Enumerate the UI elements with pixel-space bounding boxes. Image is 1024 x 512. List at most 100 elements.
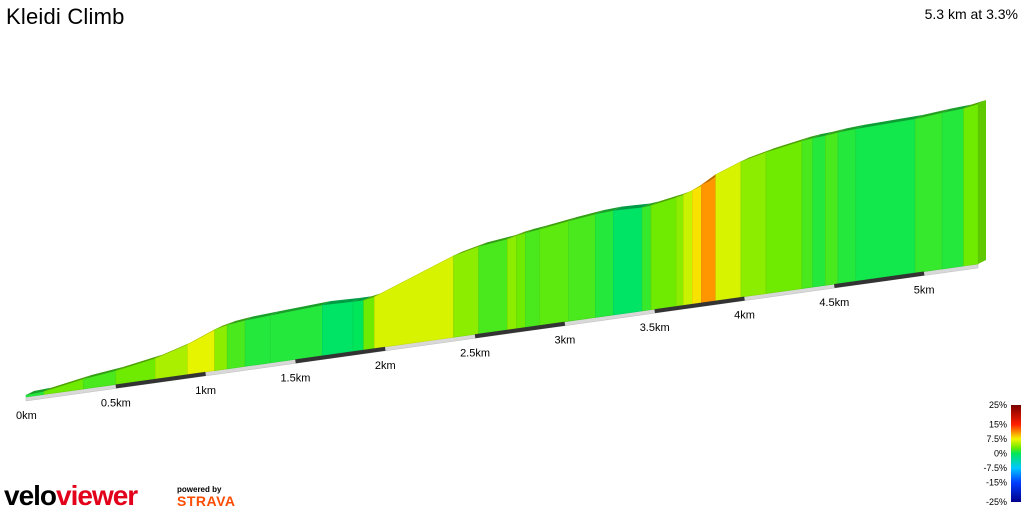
climb-summary: 5.3 km at 3.3%: [924, 6, 1018, 22]
x-tick-label: 1.5km: [280, 372, 310, 384]
x-tick-label: 1km: [195, 385, 216, 397]
segment-ridge: [155, 340, 196, 359]
gradient-scale-label: 0%: [994, 449, 1007, 459]
axis-km-strip: [295, 346, 386, 364]
gradient-segment: [825, 132, 839, 286]
gradient-scale-label: -7.5%: [983, 463, 1007, 473]
gradient-segment: [740, 151, 767, 298]
segment-ridge: [651, 193, 685, 206]
gradient-segment: [352, 299, 364, 352]
gradient-segment: [613, 207, 643, 316]
gradient-segment: [322, 301, 354, 356]
x-tick-label: 0km: [16, 410, 37, 422]
distance-axis: 0km 0.5km 1km 1.5km 2km 2.5km 3km 3.5km 4km 4.5km…: [16, 271, 935, 422]
axis-km-strip: [474, 321, 566, 339]
x-tick-label: 4km: [734, 310, 755, 322]
segment-ridge: [478, 235, 516, 247]
gradient-segment: [641, 205, 652, 312]
segment-ridge: [825, 128, 846, 136]
segment-ridge: [363, 292, 383, 301]
segment-ridge: [322, 297, 361, 306]
powered-by-label: powered by: [177, 485, 222, 494]
segment-ridge: [227, 316, 254, 325]
segment-ridge: [855, 114, 924, 129]
gradient-scale-label: -15%: [986, 478, 1007, 488]
segment-ridge: [568, 210, 604, 222]
segment-ridge: [837, 124, 864, 133]
gradient-segment: [701, 174, 717, 303]
segment-ridge: [740, 148, 775, 162]
gradient-scale-label: 15%: [989, 419, 1007, 429]
logo-viewer: viewer: [56, 480, 138, 511]
x-tick-label: 0.5km: [101, 397, 131, 409]
gradient-segment: [963, 103, 979, 267]
gradient-segment: [568, 213, 596, 322]
gradient-segment: [941, 108, 964, 270]
gradient-segment: [683, 189, 693, 306]
gradient-segment: [812, 135, 826, 288]
segment-ridge: [83, 366, 124, 380]
x-tick-label: 3km: [554, 335, 575, 347]
segment-ridge: [525, 225, 548, 233]
segment-ridge: [613, 203, 651, 211]
chart-title: Kleidi Climb: [6, 4, 125, 29]
segment-ridge: [214, 320, 236, 330]
gradient-segment: [765, 140, 803, 294]
segment-ridge: [539, 217, 577, 230]
gradient-segment: [187, 329, 215, 375]
segment-ridge: [26, 387, 52, 395]
gradient-segment: [837, 128, 857, 284]
gradient-segment: [363, 296, 375, 351]
axis-km-strip: [654, 296, 745, 314]
gradient-segment: [539, 220, 569, 326]
strava-logo: STRAVA: [177, 493, 236, 509]
segment-ridge: [453, 242, 487, 256]
gradient-segment: [914, 112, 943, 274]
profile-end-cap: [978, 100, 986, 264]
segment-ridge: [801, 134, 821, 141]
powered-by-strava[interactable]: powered by STRAVA: [177, 485, 236, 509]
segment-ridge: [43, 375, 92, 392]
gradient-segment: [155, 343, 188, 380]
segment-ridge: [115, 354, 164, 371]
x-tick-label: 5km: [914, 285, 935, 297]
segment-ridge: [942, 104, 972, 113]
segment-ridge: [352, 296, 372, 302]
x-tick-label: 3.5km: [640, 322, 670, 334]
gradient-scale-label: 25%: [989, 400, 1007, 410]
segment-ridge: [766, 136, 810, 153]
gradient-segment: [478, 238, 508, 335]
segment-ridge: [245, 311, 279, 321]
gradient-segment: [595, 210, 614, 318]
x-tick-label: 2km: [375, 360, 396, 372]
gradient-segments: [25, 100, 986, 398]
gradient-segment: [855, 118, 916, 282]
segment-ridge: [507, 231, 525, 240]
segment-ridge: [812, 131, 834, 139]
gradient-scale-label: 7.5%: [986, 434, 1007, 444]
segment-ridge: [374, 251, 462, 297]
gradient-segment: [692, 184, 702, 305]
gradient-segment: [244, 315, 271, 367]
segment-ridge: [963, 100, 986, 109]
gradient-segment: [516, 232, 526, 329]
gradient-segment: [525, 228, 541, 328]
axis-km-strip: [115, 371, 206, 389]
gradient-segment: [801, 137, 814, 289]
segment-ridge: [270, 301, 331, 316]
gradient-segment: [374, 255, 454, 349]
gradient-scale-label: -25%: [986, 497, 1007, 507]
segment-ridge: [595, 206, 622, 215]
segment-ridge: [516, 228, 534, 236]
veloviewer-logo[interactable]: velo viewer: [4, 480, 138, 511]
gradient-segment: [226, 319, 246, 370]
gradient-segment: [650, 197, 677, 311]
gradient-scale-bar: [1011, 405, 1021, 502]
gradient-scale: 25% 15% 7.5% 0% -7.5% -15% -25%: [983, 400, 1021, 507]
x-tick-label: 2.5km: [460, 347, 490, 359]
axis-km-strip: [834, 271, 925, 289]
x-tick-label: 4.5km: [819, 297, 849, 309]
gradient-segment: [214, 324, 228, 371]
segment-ridge: [187, 325, 223, 345]
gradient-segment: [507, 235, 517, 331]
